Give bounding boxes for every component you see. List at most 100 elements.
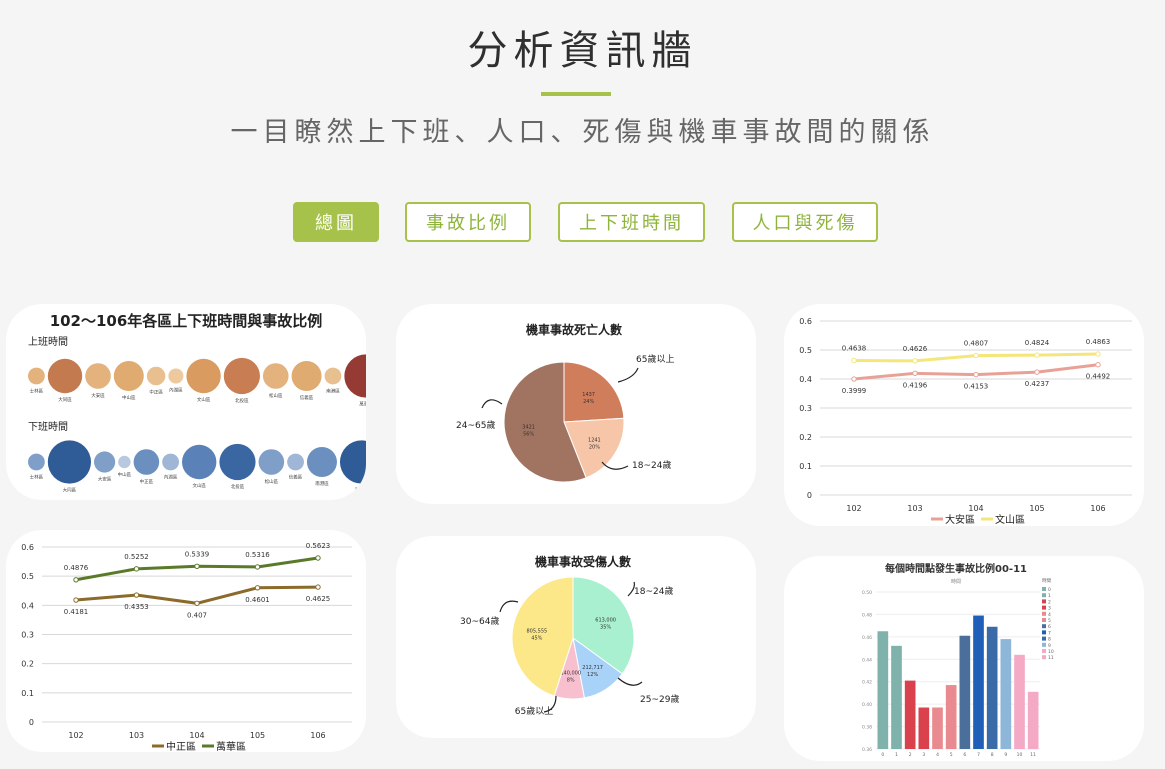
bar — [973, 615, 984, 749]
legend-swatch — [1042, 611, 1046, 616]
legend-label: 0 — [1048, 587, 1051, 593]
tab-commute-time[interactable]: 上下班時間 — [558, 202, 705, 242]
pie-pct-label: 24% — [583, 399, 594, 405]
y-tick-label: 0 — [29, 718, 34, 727]
data-label: 0.4876 — [64, 564, 89, 572]
y-tick-label: 0 — [807, 491, 812, 500]
series-point — [1034, 352, 1040, 358]
pie-callout-label: 18~24歲 — [632, 459, 671, 471]
x-tick-label: 2 — [909, 752, 912, 758]
line-chart-zhongzheng-wanhua: 0 0.1 0.2 0.3 0.4 0.5 0.6 102 103 104 105 106 0.4181… — [21, 542, 352, 752]
data-label: 0.4181 — [64, 608, 89, 616]
bubble-label: 信義區 — [289, 473, 303, 480]
legend-label: 9 — [1048, 643, 1051, 649]
pie-callout-label: 25~29歲 — [640, 693, 679, 705]
legend-swatch — [1042, 618, 1046, 622]
series-point — [315, 555, 321, 561]
pie-value-label: 140,000 — [560, 671, 581, 677]
data-label: 0.4353 — [124, 603, 149, 611]
data-label: 0.3999 — [842, 387, 867, 395]
series-point — [254, 585, 261, 591]
x-tick-label: 3 — [922, 752, 925, 758]
legend-label: 2 — [1048, 599, 1051, 605]
legend-label: 6 — [1048, 624, 1051, 630]
bubble — [113, 361, 144, 391]
data-label: 0.5316 — [245, 551, 270, 559]
bubble-label: 文山區 — [192, 482, 206, 489]
line-chart-zhongzheng-card[interactable]: 0 0.1 0.2 0.3 0.4 0.5 0.6 102 103 104 105 106 0.4181… — [6, 530, 366, 752]
bubble — [133, 449, 160, 475]
bubble — [258, 449, 285, 475]
bar — [959, 635, 971, 749]
data-label: 0.5339 — [185, 550, 210, 558]
pie-slice — [511, 576, 574, 697]
bubble-label: 信義區 — [300, 394, 314, 401]
line-chart-daan-card[interactable]: 0 0.1 0.2 0.3 0.4 0.5 0.6 102 103 104 105 106 0.3999… — [784, 304, 1144, 526]
bubble-label: 南港區 — [326, 387, 340, 394]
bubble-label: 士林區 — [30, 387, 44, 394]
tab-accident-ratio[interactable]: 事故比例 — [405, 202, 531, 242]
page-title: 分析資訊牆 — [467, 28, 698, 74]
bar — [877, 631, 889, 749]
bar-chart-card[interactable]: 每個時間點發生事故比例00-11 時間 0.36 0.38 0.40 0.42 0.44 0.… — [784, 556, 1144, 761]
series-point — [973, 371, 979, 378]
pie-pct-label: 56% — [523, 432, 534, 438]
y-tick-label: 0.46 — [862, 635, 872, 641]
bubble — [324, 367, 342, 385]
series-point — [1034, 369, 1040, 375]
pie-callout-arrow — [617, 367, 639, 383]
legend-label: 1 — [1048, 593, 1051, 599]
pie-pct-label: 8% — [567, 678, 575, 684]
bubble-chart: 102～106年各區上下班時間與事故比例上班時間士林區大同區大安區 中山區中正區內… — [28, 312, 366, 494]
pie-callout-label: 18~24歲 — [634, 585, 673, 597]
line-chart-daan-wenshan: 0 0.1 0.2 0.3 0.4 0.5 0.6 102 103 104 105 106 0.3999… — [799, 317, 1132, 526]
x-tick-label: 102 — [68, 731, 83, 740]
bubble-group-label: 下班時間 — [28, 421, 68, 433]
chart-subtitle: 時間 — [951, 579, 961, 585]
bubble — [339, 440, 366, 484]
legend-swatch — [1042, 642, 1046, 647]
title-underline — [541, 92, 611, 96]
bubble-label: 中山區 — [122, 394, 136, 401]
pie-callout-label: 24~65歲 — [456, 419, 495, 431]
y-tick-label: 0.5 — [21, 572, 34, 581]
pie-callout-arrow — [617, 677, 643, 686]
y-tick-label: 0.6 — [21, 543, 34, 552]
bubble-chart-card[interactable]: 102～106年各區上下班時間與事故比例 上班時間 士林區 大同區 大安區 中山區 中正區內… — [6, 304, 366, 500]
pie-callout-label: 30~64歲 — [460, 615, 499, 627]
injury-pie-card[interactable]: 機車事故受傷人數 613,000 35% 18~24歲 212,717 12% 25~29歲… — [396, 536, 756, 738]
data-label: 0.4237 — [1025, 380, 1050, 388]
bubble-label: 北投區 — [235, 397, 249, 404]
bubble-label: 松山區 — [265, 478, 279, 485]
pie-value-label: 1241 — [588, 437, 601, 443]
pie-slice — [503, 361, 587, 483]
legend-label: 中正區 — [166, 740, 196, 752]
bar — [1000, 639, 1012, 749]
bubble-label: 大安區 — [91, 392, 105, 399]
bar — [945, 685, 957, 749]
data-label: 0.4196 — [903, 381, 928, 389]
bar — [986, 626, 998, 749]
x-tick-label: 7 — [977, 752, 980, 758]
pie-pct-label: 35% — [600, 624, 611, 630]
bubble — [47, 440, 91, 484]
data-label: 0.4824 — [1025, 339, 1050, 347]
bubble — [162, 453, 180, 471]
bubble-label: 中山區 — [118, 471, 132, 478]
bubble — [344, 354, 366, 398]
series-point — [851, 376, 857, 382]
x-tick-label: 4 — [936, 752, 939, 758]
bubble — [94, 451, 116, 473]
death-pie-card[interactable]: 機車事故死亡人數 1437 24% 65歲以上 1241 20% 18~24歲 3421 56%… — [396, 304, 756, 504]
x-tick-label: 105 — [1029, 504, 1044, 513]
bubble-label: 文山區 — [197, 396, 211, 403]
bubble — [186, 358, 221, 394]
y-tick-label: 0.42 — [862, 680, 872, 686]
x-tick-label: 8 — [991, 752, 994, 758]
legend-swatch — [1042, 655, 1046, 660]
tab-population-casualties[interactable]: 人口與死傷 — [732, 202, 878, 242]
x-tick-label: 102 — [846, 504, 861, 513]
bar — [932, 707, 943, 749]
tab-overview[interactable]: 總圖 — [293, 202, 379, 242]
